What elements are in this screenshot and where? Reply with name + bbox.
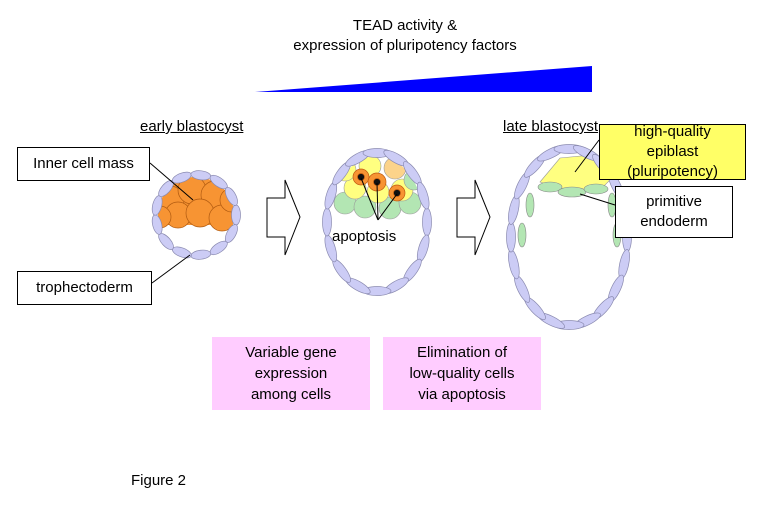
trophectoderm-label: trophectoderm (17, 271, 152, 305)
figure-caption: Figure 2 (131, 472, 187, 489)
epiblast-label: high-quality epiblast (pluripotency) (599, 123, 746, 180)
note-line: low-quality cells (409, 365, 515, 382)
endoderm-line: primitive (646, 193, 702, 210)
trophectoderm-pointer-line (151, 254, 191, 284)
trophectoderm-cell (618, 249, 630, 280)
early-blastocyst-embryo (151, 170, 241, 260)
primitive-endoderm-cells (517, 181, 622, 248)
mid-blastocyst-embryo (322, 148, 432, 296)
trophectoderm-cell (508, 194, 520, 225)
note-line: Variable gene (245, 344, 337, 361)
trophectoderm-cell (508, 249, 520, 280)
apoptotic-cells (352, 168, 406, 202)
title-line-1: TEAD activity & (352, 17, 458, 34)
arrow-right-icon (456, 179, 491, 256)
trophectoderm-cell (416, 181, 430, 210)
epiblast-line: high-quality (634, 123, 711, 140)
epiblast-pointer-line (574, 139, 600, 173)
note-line: Elimination of (416, 344, 508, 361)
apoptosis-pointer-lines (360, 177, 398, 221)
late-blastocyst-label: late blastocyst (503, 118, 599, 135)
late-blastocyst-embryo (506, 144, 632, 330)
primitive-endoderm-label: primitive endoderm (615, 186, 733, 238)
trophectoderm-cell (422, 207, 432, 237)
epiblast-line: epiblast (646, 143, 699, 160)
early-blastocyst-label: early blastocyst (140, 118, 244, 135)
apoptosis-label: apoptosis (332, 228, 397, 245)
note-line: expression (254, 365, 328, 382)
activity-gradient-wedge (255, 66, 592, 92)
icm-pointer-line (149, 162, 194, 201)
trophectoderm-cell (171, 246, 192, 259)
trophectoderm-cell (224, 186, 238, 206)
epiblast-line: (pluripotency) (627, 163, 718, 180)
inner-cell-mass-label: Inner cell mass (17, 147, 150, 181)
note-line: among cells (250, 386, 332, 403)
elimination-note: Elimination of low-quality cells via apo… (383, 337, 541, 410)
trophectoderm-cell (322, 207, 332, 237)
trophectoderm-cell (416, 234, 430, 263)
trophectoderm-cell (231, 204, 241, 226)
title-line-2: expression of pluripotency factors (293, 37, 517, 54)
note-line: via apoptosis (418, 386, 506, 403)
endoderm-line: endoderm (640, 213, 708, 230)
endoderm-pointer-line (579, 193, 616, 206)
trophectoderm-cell (190, 249, 212, 260)
trophectoderm-cell (506, 221, 516, 253)
arrow-right-icon (266, 179, 301, 256)
variable-expression-note: Variable gene expression among cells (212, 337, 370, 410)
trophectoderm-cell (209, 240, 228, 256)
